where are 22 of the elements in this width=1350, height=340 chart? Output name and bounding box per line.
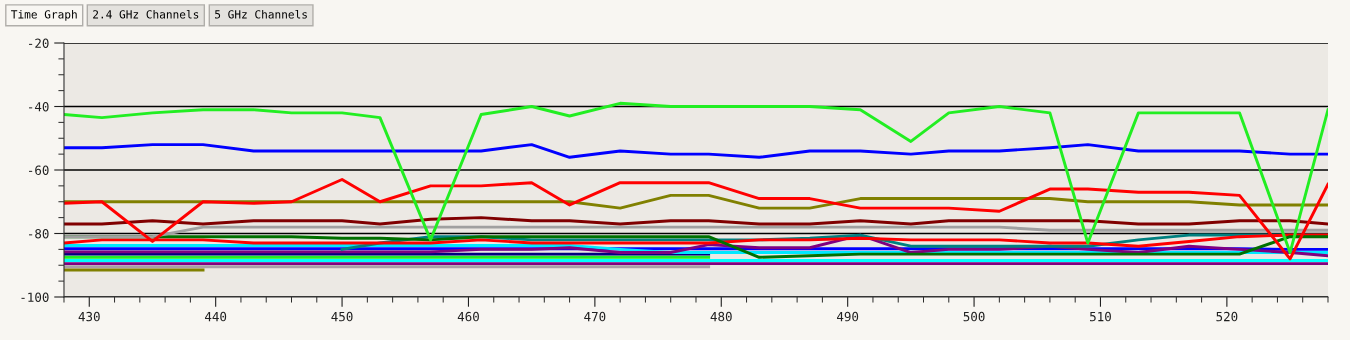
x-tick-label: 480	[710, 311, 732, 322]
x-tick-label: 490	[837, 311, 859, 322]
y-tick-label: -80	[29, 229, 49, 239]
line-series	[63, 178, 1328, 261]
x-tick-label: 520	[1216, 311, 1238, 322]
line-series	[63, 143, 1328, 159]
x-tick-label: 450	[331, 311, 353, 322]
y-tick-label: -60	[29, 165, 49, 175]
y-tick-label: -40	[29, 102, 49, 112]
x-tick-label: 460	[457, 311, 479, 322]
line-series	[63, 216, 1328, 226]
x-tick-label: 430	[78, 311, 100, 322]
x-tick-label: 440	[205, 311, 227, 322]
line-series	[63, 101, 1328, 254]
x-tick-label: 510	[1090, 311, 1111, 322]
x-tick-label: 500	[963, 311, 985, 322]
text: 5 GHz Channels	[215, 9, 307, 19]
text: 2.4 GHz Channels	[93, 9, 199, 19]
y-tick-label: -100	[21, 292, 49, 302]
x-tick-label: 470	[584, 311, 606, 322]
y-tick-label: -20	[29, 38, 49, 48]
text: Time Graph	[11, 9, 77, 21]
